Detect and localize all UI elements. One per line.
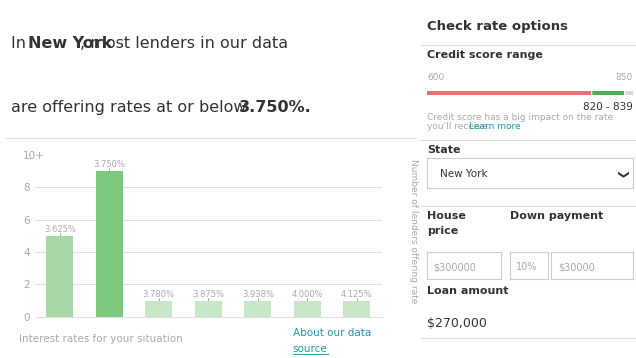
Text: Down payment: Down payment	[510, 211, 604, 221]
Bar	[46, 236, 73, 317]
Text: , most lenders in our data: , most lenders in our data	[80, 36, 287, 51]
Text: Learn more: Learn more	[469, 122, 520, 131]
Text: ❯: ❯	[615, 170, 626, 179]
Text: About our data: About our data	[293, 328, 371, 338]
Text: 3.938%: 3.938%	[242, 290, 274, 299]
Text: 820 - 839: 820 - 839	[583, 102, 633, 112]
Text: $270,000: $270,000	[427, 317, 487, 330]
Bar	[145, 301, 172, 317]
Bar	[294, 301, 321, 317]
Text: 3.780%: 3.780%	[142, 290, 175, 299]
Text: State: State	[427, 145, 461, 155]
Text: 3.750%.: 3.750%.	[239, 100, 312, 115]
Text: 3.625%: 3.625%	[44, 225, 76, 234]
Text: In: In	[11, 36, 32, 51]
Text: Loan amount: Loan amount	[427, 286, 509, 296]
Text: 3.750%: 3.750%	[93, 160, 125, 169]
Text: 850: 850	[616, 73, 633, 82]
Text: Number of lenders offering rate: Number of lenders offering rate	[409, 159, 418, 303]
Text: 10+: 10+	[23, 151, 45, 161]
Bar	[244, 301, 272, 317]
Text: Interest rates for your situation: Interest rates for your situation	[19, 334, 183, 344]
Text: source: source	[293, 344, 328, 354]
Text: 600: 600	[427, 73, 445, 82]
Text: Check rate options: Check rate options	[427, 20, 569, 33]
Text: 3.875%: 3.875%	[192, 290, 225, 299]
Text: $30000: $30000	[558, 262, 595, 272]
Text: 4.000%: 4.000%	[291, 290, 323, 299]
Text: New York: New York	[439, 169, 487, 179]
Text: New York: New York	[28, 36, 113, 51]
Bar	[95, 171, 123, 317]
FancyBboxPatch shape	[591, 87, 625, 99]
Text: House: House	[427, 211, 466, 221]
Bar	[195, 301, 222, 317]
Text: 4.125%: 4.125%	[341, 290, 373, 299]
Bar	[600, 91, 633, 95]
Text: you'll receive.: you'll receive.	[427, 122, 494, 131]
Text: $300000: $300000	[433, 262, 476, 272]
Bar	[427, 91, 600, 95]
Bar	[343, 301, 370, 317]
Text: Credit score range: Credit score range	[427, 50, 543, 60]
Text: 10%: 10%	[516, 262, 537, 272]
Text: Credit score has a big impact on the rate: Credit score has a big impact on the rat…	[427, 113, 614, 122]
Text: price: price	[427, 226, 459, 236]
Text: are offering rates at or below: are offering rates at or below	[11, 100, 252, 115]
